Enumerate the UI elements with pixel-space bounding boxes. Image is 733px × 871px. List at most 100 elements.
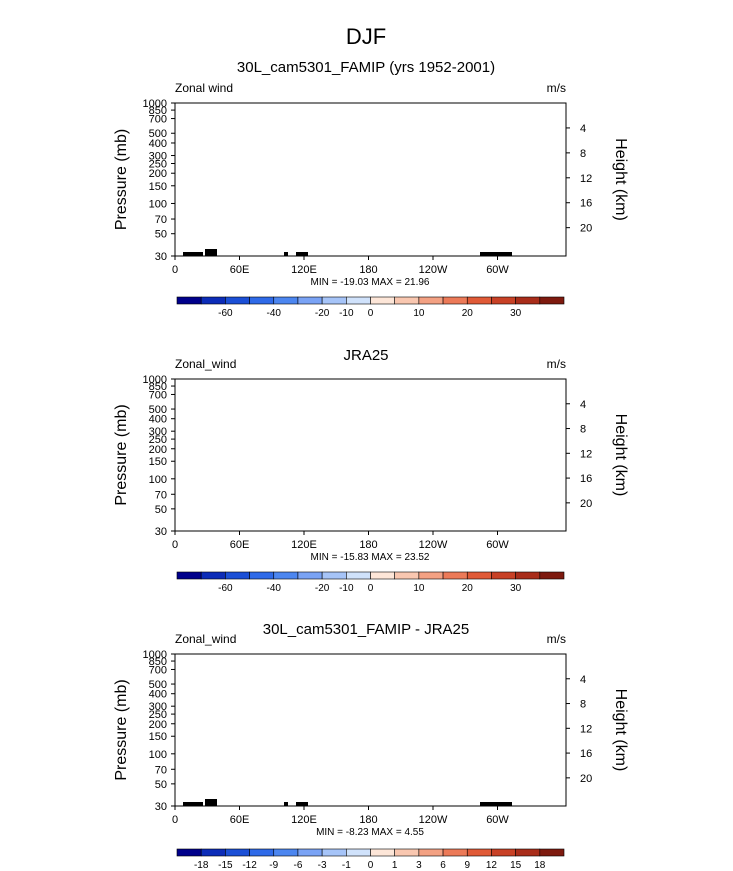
- y2-tick-label: 4: [580, 399, 586, 411]
- y-tick-label: 50: [155, 504, 167, 516]
- y-tick-label: 250: [149, 158, 167, 170]
- orography: [183, 249, 512, 256]
- units-label: m/s: [547, 357, 566, 371]
- orography-block: [296, 252, 308, 256]
- y-tick-label: 400: [149, 138, 167, 150]
- colorbar-swatch: [491, 571, 516, 580]
- variable-label: Zonal_wind: [175, 357, 236, 371]
- plot-frame: [174, 102, 567, 257]
- y2-tick-label: 12: [580, 173, 592, 185]
- colorbar-swatch: [394, 296, 420, 305]
- colorbar-swatch: [442, 296, 468, 305]
- colorbar-label: -10: [339, 583, 354, 594]
- y-tick-label: 300: [149, 426, 167, 438]
- colorbar-label: -40: [267, 583, 282, 594]
- colorbar-label: 10: [413, 583, 425, 594]
- orography-block: [205, 249, 217, 252]
- y-tick-label: 200: [149, 444, 167, 456]
- y-tick-label: 30: [155, 251, 167, 263]
- colorbar-label: -10: [339, 308, 354, 319]
- x-tick-label: 120E: [291, 539, 317, 551]
- x-tick-label: 120W: [419, 264, 448, 276]
- x-tick-label: 180: [359, 539, 377, 551]
- orography-block: [183, 252, 203, 256]
- stats-label: MIN = -15.83 MAX = 23.52: [311, 552, 430, 563]
- y-tick-label: 100: [149, 474, 167, 486]
- colorbar-swatch: [346, 296, 371, 305]
- colorbar-swatch: [418, 296, 444, 305]
- x-tick-label: 60E: [230, 539, 250, 551]
- colorbar-label: 20: [462, 308, 474, 319]
- colorbar-swatch: [466, 296, 492, 305]
- colorbar-swatch: [200, 296, 226, 305]
- y-tick-label: 70: [155, 214, 167, 226]
- y-tick-label: 100: [149, 198, 167, 210]
- colorbar-swatch: [515, 571, 541, 580]
- x-tick-label: 120W: [419, 539, 448, 551]
- plot-frame: [174, 378, 567, 532]
- colorbar-swatch: [539, 296, 565, 305]
- colorbar-swatch: [466, 571, 492, 580]
- figure-title: DJF: [346, 24, 386, 49]
- y-tick-label: 400: [149, 414, 167, 426]
- y-tick-label: 850: [149, 381, 167, 393]
- colorbar-label: 20: [462, 583, 474, 594]
- colorbar-label: -60: [218, 583, 233, 594]
- colorbar-swatch: [249, 296, 275, 305]
- colorbar-swatch: [491, 296, 516, 305]
- colorbar-label: -40: [267, 308, 282, 319]
- colorbar-label: 30: [510, 583, 522, 594]
- colorbar-swatch: [176, 296, 202, 305]
- colorbar-swatch: [200, 571, 226, 580]
- variable-label: Zonal wind: [175, 81, 233, 95]
- colorbar-label: 0: [368, 583, 374, 594]
- colorbar-swatch: [321, 296, 347, 305]
- x-tick-label: 0: [172, 264, 178, 276]
- y2-tick-label: 16: [580, 198, 592, 210]
- colorbar-label: -20: [315, 583, 330, 594]
- y2-tick-label: 8: [580, 424, 586, 436]
- x-tick-label: 120E: [291, 264, 317, 276]
- colorbar-swatch: [515, 296, 541, 305]
- colorbar-swatch: [346, 571, 371, 580]
- y2-tick-label: 8: [580, 148, 586, 160]
- orography-block: [205, 252, 217, 256]
- y-tick-label: 150: [149, 456, 167, 468]
- panel-title: 30L_cam5301_FAMIP - JRA25: [263, 621, 470, 638]
- panel-2: JRA25 Zonal_wind m/s 0 60E 120E 180 120W 60W 30 50…: [113, 347, 629, 594]
- y-tick-label: 700: [149, 114, 167, 126]
- x-tick-label: 60W: [486, 539, 509, 551]
- x-tick-label: 60W: [486, 264, 509, 276]
- colorbar-swatch: [539, 571, 565, 580]
- colorbar-label: -60: [218, 308, 233, 319]
- y-axis-label: Pressure (mb): [113, 129, 130, 230]
- y-tick-label: 500: [149, 404, 167, 416]
- y-tick-label: 50: [155, 229, 167, 241]
- y-axis-label: Pressure (mb): [113, 404, 130, 505]
- y-tick-label: 30: [155, 526, 167, 538]
- colorbar: -60 -40 -20 -10 0 10 20 30: [176, 571, 565, 594]
- panel-title: 30L_cam5301_FAMIP (yrs 1952-2001): [237, 59, 495, 76]
- y-tick-label: 150: [149, 181, 167, 193]
- colorbar-label: -20: [315, 308, 330, 319]
- y2-axis-label: Height (km): [612, 138, 629, 221]
- orography-block: [480, 252, 512, 256]
- orography-block: [284, 252, 288, 256]
- colorbar-swatch: [370, 296, 395, 305]
- colorbar-swatch: [176, 571, 202, 580]
- colorbar-swatch: [442, 571, 468, 580]
- colorbar-swatch: [321, 571, 347, 580]
- colorbar-swatch: [273, 571, 299, 580]
- x-tick-label: 60E: [230, 264, 250, 276]
- y-tick-label: 700: [149, 389, 167, 401]
- y-tick-label: 250: [149, 434, 167, 446]
- colorbar-swatch: [370, 571, 395, 580]
- y-tick-label: 1000: [143, 98, 167, 110]
- colorbar-label: 10: [413, 308, 425, 319]
- y-tick-label: 200: [149, 168, 167, 180]
- y2-tick-label: 4: [580, 123, 586, 135]
- stats-label: MIN = -19.03 MAX = 21.96: [311, 277, 430, 288]
- units-label: m/s: [547, 632, 566, 646]
